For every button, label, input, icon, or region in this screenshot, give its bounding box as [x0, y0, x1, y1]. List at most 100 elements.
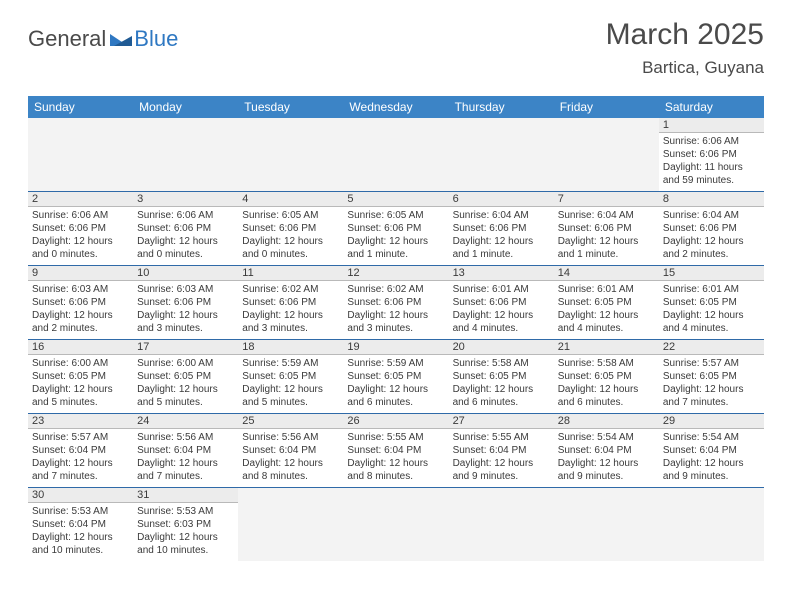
day-number: 5 [343, 192, 448, 207]
logo-triangle-icon [110, 30, 132, 51]
day-number: 26 [343, 414, 448, 429]
day-number: 12 [343, 266, 448, 281]
day-header: Saturday [659, 96, 764, 118]
day-number: 31 [133, 488, 238, 503]
day-number: 2 [28, 192, 133, 207]
calendar-day-cell: 3Sunrise: 6:06 AMSunset: 6:06 PMDaylight… [133, 192, 238, 266]
logo-text-blue: Blue [134, 26, 178, 52]
calendar-day-cell: 2Sunrise: 6:06 AMSunset: 6:06 PMDaylight… [28, 192, 133, 266]
calendar-day-cell: 31Sunrise: 5:53 AMSunset: 6:03 PMDayligh… [133, 488, 238, 562]
calendar-day-cell: 22Sunrise: 5:57 AMSunset: 6:05 PMDayligh… [659, 340, 764, 414]
calendar-day-cell: 14Sunrise: 6:01 AMSunset: 6:05 PMDayligh… [554, 266, 659, 340]
month-title: March 2025 [606, 18, 764, 52]
calendar-day-cell: 18Sunrise: 5:59 AMSunset: 6:05 PMDayligh… [238, 340, 343, 414]
calendar-day-cell: 9Sunrise: 6:03 AMSunset: 6:06 PMDaylight… [28, 266, 133, 340]
day-details: Sunrise: 5:54 AMSunset: 6:04 PMDaylight:… [554, 429, 659, 487]
location: Bartica, Guyana [606, 58, 764, 78]
day-number: 21 [554, 340, 659, 355]
day-details: Sunrise: 5:57 AMSunset: 6:04 PMDaylight:… [28, 429, 133, 487]
calendar-day-cell: 19Sunrise: 5:59 AMSunset: 6:05 PMDayligh… [343, 340, 448, 414]
day-header: Sunday [28, 96, 133, 118]
calendar-day-cell: 15Sunrise: 6:01 AMSunset: 6:05 PMDayligh… [659, 266, 764, 340]
day-number: 13 [449, 266, 554, 281]
calendar-day-cell: 30Sunrise: 5:53 AMSunset: 6:04 PMDayligh… [28, 488, 133, 562]
day-number: 18 [238, 340, 343, 355]
day-details: Sunrise: 6:01 AMSunset: 6:05 PMDaylight:… [659, 281, 764, 339]
day-number: 23 [28, 414, 133, 429]
day-number: 17 [133, 340, 238, 355]
day-number: 27 [449, 414, 554, 429]
calendar-empty-cell [238, 118, 343, 192]
day-number: 25 [238, 414, 343, 429]
calendar-empty-cell [28, 118, 133, 192]
day-number: 15 [659, 266, 764, 281]
day-number: 28 [554, 414, 659, 429]
calendar-empty-cell [133, 118, 238, 192]
calendar-day-cell: 8Sunrise: 6:04 AMSunset: 6:06 PMDaylight… [659, 192, 764, 266]
day-number: 22 [659, 340, 764, 355]
calendar-table: Sunday Monday Tuesday Wednesday Thursday… [28, 96, 764, 561]
calendar-header-row: Sunday Monday Tuesday Wednesday Thursday… [28, 96, 764, 118]
day-details: Sunrise: 5:58 AMSunset: 6:05 PMDaylight:… [554, 355, 659, 413]
day-number: 16 [28, 340, 133, 355]
calendar-body: 1Sunrise: 6:06 AMSunset: 6:06 PMDaylight… [28, 118, 764, 561]
day-number: 9 [28, 266, 133, 281]
calendar-empty-cell [659, 488, 764, 562]
day-number: 8 [659, 192, 764, 207]
calendar-empty-cell [449, 488, 554, 562]
calendar-week-row: 9Sunrise: 6:03 AMSunset: 6:06 PMDaylight… [28, 266, 764, 340]
day-header: Tuesday [238, 96, 343, 118]
day-details: Sunrise: 6:00 AMSunset: 6:05 PMDaylight:… [133, 355, 238, 413]
day-details: Sunrise: 6:03 AMSunset: 6:06 PMDaylight:… [28, 281, 133, 339]
day-number: 10 [133, 266, 238, 281]
calendar-day-cell: 24Sunrise: 5:56 AMSunset: 6:04 PMDayligh… [133, 414, 238, 488]
day-details: Sunrise: 5:58 AMSunset: 6:05 PMDaylight:… [449, 355, 554, 413]
logo-text-general: General [28, 26, 106, 52]
day-details: Sunrise: 6:02 AMSunset: 6:06 PMDaylight:… [238, 281, 343, 339]
day-details: Sunrise: 6:01 AMSunset: 6:06 PMDaylight:… [449, 281, 554, 339]
day-details: Sunrise: 5:59 AMSunset: 6:05 PMDaylight:… [238, 355, 343, 413]
day-number: 7 [554, 192, 659, 207]
calendar-day-cell: 17Sunrise: 6:00 AMSunset: 6:05 PMDayligh… [133, 340, 238, 414]
day-details: Sunrise: 6:02 AMSunset: 6:06 PMDaylight:… [343, 281, 448, 339]
day-details: Sunrise: 5:57 AMSunset: 6:05 PMDaylight:… [659, 355, 764, 413]
calendar-day-cell: 5Sunrise: 6:05 AMSunset: 6:06 PMDaylight… [343, 192, 448, 266]
calendar-week-row: 16Sunrise: 6:00 AMSunset: 6:05 PMDayligh… [28, 340, 764, 414]
calendar-empty-cell [554, 488, 659, 562]
calendar-day-cell: 29Sunrise: 5:54 AMSunset: 6:04 PMDayligh… [659, 414, 764, 488]
calendar-day-cell: 21Sunrise: 5:58 AMSunset: 6:05 PMDayligh… [554, 340, 659, 414]
calendar-day-cell: 20Sunrise: 5:58 AMSunset: 6:05 PMDayligh… [449, 340, 554, 414]
day-details: Sunrise: 6:04 AMSunset: 6:06 PMDaylight:… [659, 207, 764, 265]
calendar-day-cell: 10Sunrise: 6:03 AMSunset: 6:06 PMDayligh… [133, 266, 238, 340]
day-number: 6 [449, 192, 554, 207]
logo: General Blue [28, 18, 178, 52]
calendar-day-cell: 12Sunrise: 6:02 AMSunset: 6:06 PMDayligh… [343, 266, 448, 340]
day-number: 29 [659, 414, 764, 429]
day-details: Sunrise: 6:04 AMSunset: 6:06 PMDaylight:… [554, 207, 659, 265]
day-number: 11 [238, 266, 343, 281]
day-details: Sunrise: 5:53 AMSunset: 6:03 PMDaylight:… [133, 503, 238, 561]
day-details: Sunrise: 6:06 AMSunset: 6:06 PMDaylight:… [659, 133, 764, 191]
calendar-week-row: 1Sunrise: 6:06 AMSunset: 6:06 PMDaylight… [28, 118, 764, 192]
calendar-week-row: 30Sunrise: 5:53 AMSunset: 6:04 PMDayligh… [28, 488, 764, 562]
calendar-week-row: 23Sunrise: 5:57 AMSunset: 6:04 PMDayligh… [28, 414, 764, 488]
day-details: Sunrise: 5:54 AMSunset: 6:04 PMDaylight:… [659, 429, 764, 487]
day-details: Sunrise: 5:55 AMSunset: 6:04 PMDaylight:… [449, 429, 554, 487]
day-details: Sunrise: 6:06 AMSunset: 6:06 PMDaylight:… [28, 207, 133, 265]
page-header: General Blue March 2025 Bartica, Guyana [28, 18, 764, 78]
day-details: Sunrise: 5:55 AMSunset: 6:04 PMDaylight:… [343, 429, 448, 487]
day-header: Thursday [449, 96, 554, 118]
day-details: Sunrise: 6:00 AMSunset: 6:05 PMDaylight:… [28, 355, 133, 413]
day-details: Sunrise: 6:05 AMSunset: 6:06 PMDaylight:… [238, 207, 343, 265]
day-number: 1 [659, 118, 764, 133]
day-details: Sunrise: 6:01 AMSunset: 6:05 PMDaylight:… [554, 281, 659, 339]
day-details: Sunrise: 5:53 AMSunset: 6:04 PMDaylight:… [28, 503, 133, 561]
calendar-empty-cell [343, 488, 448, 562]
day-details: Sunrise: 5:59 AMSunset: 6:05 PMDaylight:… [343, 355, 448, 413]
day-details: Sunrise: 5:56 AMSunset: 6:04 PMDaylight:… [133, 429, 238, 487]
calendar-day-cell: 11Sunrise: 6:02 AMSunset: 6:06 PMDayligh… [238, 266, 343, 340]
title-block: March 2025 Bartica, Guyana [606, 18, 764, 78]
calendar-day-cell: 4Sunrise: 6:05 AMSunset: 6:06 PMDaylight… [238, 192, 343, 266]
day-number: 30 [28, 488, 133, 503]
day-header: Monday [133, 96, 238, 118]
